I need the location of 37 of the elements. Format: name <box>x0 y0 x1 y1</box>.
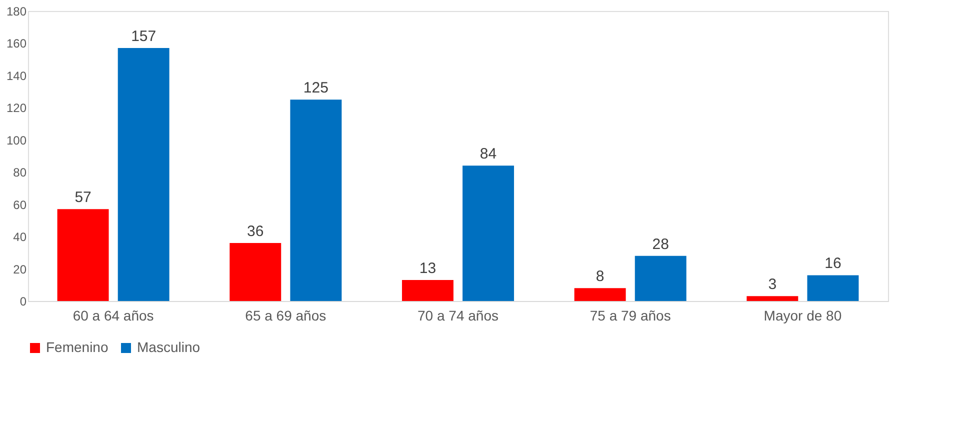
bar <box>290 100 342 301</box>
bar <box>402 280 454 301</box>
y-tick-label: 20 <box>13 262 27 276</box>
y-tick-label: 80 <box>13 166 27 180</box>
y-tick-label: 140 <box>6 68 27 83</box>
legend-label: Femenino <box>46 339 108 355</box>
x-tick-label: 70 a 74 años <box>418 308 498 324</box>
legend-label: Masculino <box>137 339 200 355</box>
bar <box>634 256 686 301</box>
y-tick-label: 120 <box>6 101 27 116</box>
bar <box>746 296 798 301</box>
x-tick-label: 65 a 69 años <box>245 308 326 324</box>
data-label: 57 <box>74 189 92 206</box>
bar <box>118 48 170 301</box>
data-label: 3 <box>768 276 777 294</box>
data-label: 36 <box>247 223 264 240</box>
bar <box>57 209 109 301</box>
data-label: 16 <box>824 255 842 272</box>
y-tick-label: 40 <box>13 230 27 244</box>
y-tick-label: 160 <box>6 36 27 51</box>
x-tick-label: 75 a 79 años <box>590 308 671 324</box>
data-label: 28 <box>652 236 669 253</box>
x-tick-label: 60 a 64 años <box>72 308 154 324</box>
x-tick-label: Mayor de 80 <box>764 308 842 324</box>
bar <box>462 166 514 301</box>
bar <box>807 275 859 301</box>
y-tick-label: 0 <box>20 294 27 308</box>
data-label: 84 <box>480 146 497 163</box>
y-tick-label: 60 <box>13 198 27 212</box>
bar <box>574 288 626 301</box>
data-label: 125 <box>303 80 328 97</box>
data-label: 157 <box>131 28 156 46</box>
data-label: 13 <box>419 260 436 278</box>
y-tick-label: 180 <box>6 4 27 18</box>
y-tick-label: 100 <box>6 133 27 148</box>
bar <box>230 243 282 301</box>
data-label: 8 <box>596 268 604 286</box>
